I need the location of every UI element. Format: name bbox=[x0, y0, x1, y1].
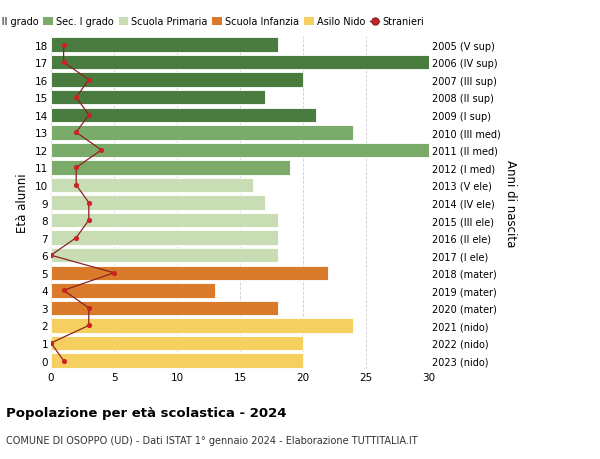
Bar bbox=[51, 73, 303, 88]
Bar bbox=[51, 284, 215, 298]
Point bbox=[71, 129, 81, 137]
Point bbox=[84, 304, 94, 312]
Bar bbox=[51, 336, 303, 350]
Bar bbox=[51, 319, 353, 333]
Bar bbox=[51, 161, 290, 175]
Point bbox=[59, 287, 68, 294]
Point bbox=[59, 59, 68, 67]
Bar bbox=[51, 301, 278, 315]
Bar bbox=[51, 353, 303, 368]
Bar bbox=[51, 91, 265, 105]
Y-axis label: Anni di nascita: Anni di nascita bbox=[504, 160, 517, 246]
Point bbox=[109, 269, 119, 277]
Bar bbox=[51, 38, 278, 53]
Point bbox=[46, 252, 56, 259]
Point bbox=[97, 147, 106, 154]
Bar bbox=[51, 179, 253, 193]
Bar bbox=[51, 196, 265, 210]
Text: COMUNE DI OSOPPO (UD) - Dati ISTAT 1° gennaio 2024 - Elaborazione TUTTITALIA.IT: COMUNE DI OSOPPO (UD) - Dati ISTAT 1° ge… bbox=[6, 435, 418, 445]
Bar bbox=[51, 143, 429, 158]
Point bbox=[71, 164, 81, 172]
Bar bbox=[51, 266, 328, 280]
Bar bbox=[51, 213, 278, 228]
Point bbox=[84, 322, 94, 330]
Point bbox=[84, 77, 94, 84]
Bar bbox=[51, 56, 429, 70]
Point bbox=[84, 217, 94, 224]
Y-axis label: Età alunni: Età alunni bbox=[16, 174, 29, 233]
Text: Popolazione per età scolastica - 2024: Popolazione per età scolastica - 2024 bbox=[6, 406, 287, 419]
Bar bbox=[51, 108, 316, 123]
Legend: Sec. II grado, Sec. I grado, Scuola Primaria, Scuola Infanzia, Asilo Nido, Stran: Sec. II grado, Sec. I grado, Scuola Prim… bbox=[0, 13, 428, 31]
Point bbox=[71, 182, 81, 189]
Bar bbox=[51, 126, 353, 140]
Point bbox=[46, 340, 56, 347]
Point bbox=[71, 95, 81, 102]
Bar bbox=[51, 248, 278, 263]
Point bbox=[84, 199, 94, 207]
Bar bbox=[51, 231, 278, 245]
Point bbox=[84, 112, 94, 119]
Point bbox=[59, 357, 68, 364]
Point bbox=[59, 42, 68, 49]
Point bbox=[71, 235, 81, 242]
